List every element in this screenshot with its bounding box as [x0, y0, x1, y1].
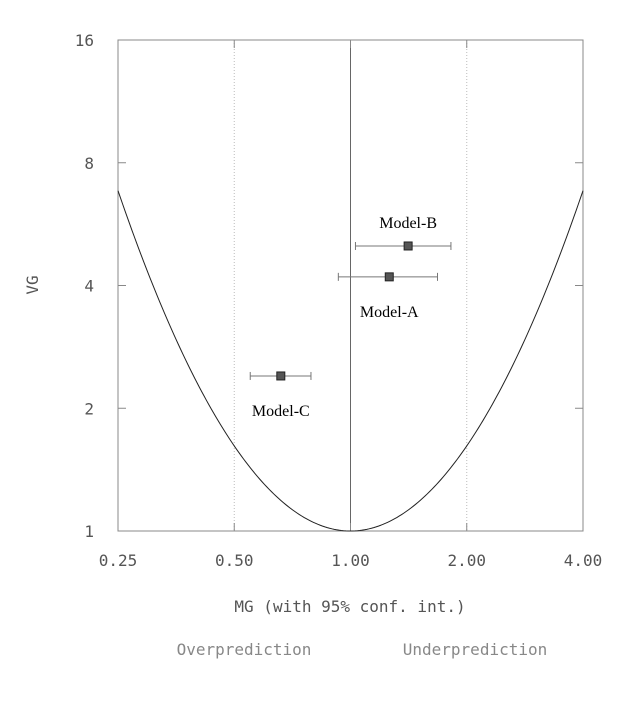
y-axis-title: VG: [23, 275, 42, 294]
x-tick-label: 4.00: [564, 551, 603, 570]
overprediction-note: Overprediction: [177, 640, 312, 659]
reference-curve: [117, 190, 584, 532]
point-model-a: Model-A: [337, 272, 439, 321]
x-axis-title: MG (with 95% conf. int.): [234, 597, 465, 616]
point-label: Model-B: [379, 215, 437, 232]
x-tick-label: 0.50: [215, 551, 254, 570]
y-tick-label: 8: [84, 154, 94, 173]
x-tick-label: 2.00: [447, 551, 486, 570]
point-marker: [403, 241, 413, 251]
y-tick-label: 1: [84, 522, 94, 541]
axis-ticks: [117, 39, 584, 532]
data-points: Model-A Model-B Model-C: [249, 215, 452, 420]
y-tick-labels: 1 2 4 8 16: [75, 31, 94, 541]
point-marker: [384, 272, 394, 282]
y-tick-label: 4: [84, 277, 94, 296]
point-model-b: Model-B: [354, 215, 452, 251]
point-marker: [276, 371, 286, 381]
point-label: Model-A: [360, 304, 419, 321]
underprediction-note: Underprediction: [403, 640, 548, 659]
point-model-c: Model-C: [249, 371, 312, 420]
x-tick-label: 1.00: [331, 551, 370, 570]
x-tick-label: 0.25: [99, 551, 138, 570]
y-tick-label: 2: [84, 399, 94, 418]
y-tick-label: 16: [75, 31, 94, 50]
point-label: Model-C: [252, 403, 310, 420]
reference-lines: [233, 40, 468, 531]
x-tick-labels: 0.25 0.50 1.00 2.00 4.00: [99, 551, 603, 570]
